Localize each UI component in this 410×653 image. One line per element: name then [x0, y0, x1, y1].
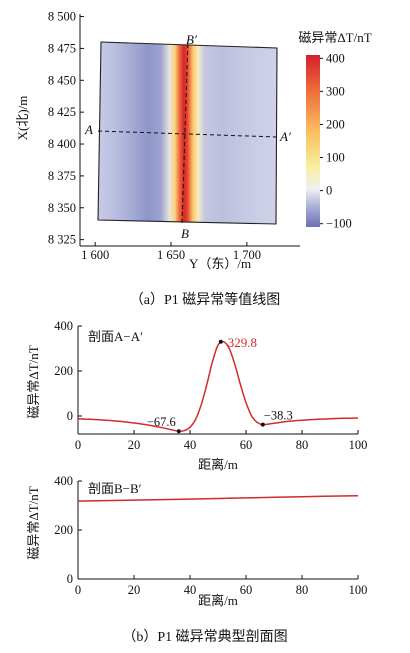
profile-label-a-prime: A′: [279, 129, 291, 144]
panel-b2-annotation: 剖面B−B′: [88, 481, 142, 496]
y-tick-label: 8 450: [48, 73, 76, 87]
panel-b2-x-ticks: 0 20 40 60 80 100: [75, 575, 368, 597]
panel-b2-ylabel: 磁异常ΔT/nT: [26, 486, 41, 559]
anomaly-map: [97, 41, 278, 225]
colorbar-tick-label: 0: [326, 184, 332, 198]
panel-b1: 400 200 0 0 20 40 60 80 100 磁异常ΔT/nT 距离/m 剖面A−A…: [26, 319, 367, 472]
x-tick-label: 40: [184, 583, 197, 597]
caption-a: （a）P1 磁异常等值线图: [130, 291, 281, 308]
panel-a: 8 500 8 475 8 450 8 425 8 400 8 375 8 350 8 325…: [15, 10, 372, 308]
x-tick-label: 60: [240, 583, 253, 597]
extremum-point: [260, 422, 265, 427]
x-tick-label: 20: [128, 438, 141, 452]
y-tick-label: 8 425: [48, 105, 76, 119]
panel-b2-xlabel: 距离/m: [198, 593, 238, 608]
x-tick-label: 0: [75, 583, 81, 597]
y-tick-label: 200: [54, 523, 73, 537]
panel-b1-x-ticks: 0 20 40 60 80 100: [75, 430, 368, 452]
profile-line-a-a: [97, 130, 278, 138]
extremum-label: −67.6: [147, 415, 176, 429]
panel-b1-y-ticks: 400 200 0: [54, 319, 82, 423]
colorbar-tick-label: 400: [326, 51, 345, 65]
x-tick-label: 1 700: [233, 248, 261, 262]
colorbar-tick-label: 200: [326, 117, 345, 131]
extremum-label: 329.8: [228, 335, 257, 350]
x-tick-label: 1 600: [81, 248, 109, 262]
panel-b2: 400 200 0 0 20 40 60 80 100 磁异常ΔT/nT 距离/m 剖面B−B…: [26, 474, 367, 608]
y-tick-label: 400: [54, 319, 73, 333]
extremum-point: [176, 429, 181, 434]
profile-label-b-prime: B′: [186, 32, 197, 47]
profile-line-b-b: [181, 39, 189, 224]
panel-b1-xlabel: 距离/m: [198, 457, 238, 472]
series-line-b-b: [77, 494, 359, 502]
colorbar-tick-label: −100: [326, 217, 352, 231]
y-tick-label: 0: [67, 572, 73, 586]
series-line-a-a: [77, 340, 359, 433]
x-tick-label: 80: [296, 583, 309, 597]
y-tick-label: 8 325: [48, 233, 76, 247]
colorbar: [306, 55, 320, 227]
y-tick-label: 8 500: [48, 10, 76, 24]
extremum-label: −38.3: [264, 409, 293, 423]
panel-a-y-ticks: 8 500 8 475 8 450 8 425 8 400 8 375 8 350 8 325: [48, 10, 84, 247]
y-tick-label: 8 400: [48, 137, 76, 151]
panel-a-x-ticks: 1 600 1 650 1 700: [81, 242, 261, 262]
caption-b: （b）P1 磁异常典型剖面图: [122, 629, 287, 645]
y-tick-label: 8 350: [48, 201, 76, 215]
x-tick-label: 40: [184, 438, 197, 452]
y-tick-label: 200: [54, 364, 73, 378]
x-tick-label: 80: [296, 438, 309, 452]
x-tick-label: 0: [75, 438, 81, 452]
colorbar-ticks: 400 300 200 100 0 −100: [320, 51, 352, 231]
panel-b1-ylabel: 磁异常ΔT/nT: [26, 345, 41, 418]
panel-b2-y-ticks: 400 200 0: [54, 474, 82, 586]
panel-a-ylabel: X(北)/m: [15, 96, 30, 141]
panel-b1-annotations: −67.6 329.8 −38.3: [147, 335, 293, 434]
x-tick-label: 1 650: [157, 248, 185, 262]
y-tick-label: 8 475: [48, 41, 76, 55]
x-tick-label: 100: [349, 583, 368, 597]
profile-label-b: B: [181, 226, 189, 241]
x-tick-label: 100: [349, 438, 368, 452]
colorbar-tick-label: 300: [326, 84, 345, 98]
x-tick-label: 60: [240, 438, 253, 452]
profile-label-a: A: [84, 122, 93, 137]
colorbar-title: 磁异常ΔT/nT: [298, 30, 371, 45]
panel-a-xlabel: Y（东）/m: [189, 256, 251, 271]
x-tick-label: 20: [128, 583, 141, 597]
y-tick-label: 8 375: [48, 169, 76, 183]
colorbar-tick-label: 100: [326, 151, 345, 165]
y-tick-label: 400: [54, 474, 73, 488]
extremum-point: [218, 339, 223, 344]
panel-b1-annotation: 剖面A−A′: [88, 329, 143, 344]
y-tick-label: 0: [67, 409, 73, 423]
